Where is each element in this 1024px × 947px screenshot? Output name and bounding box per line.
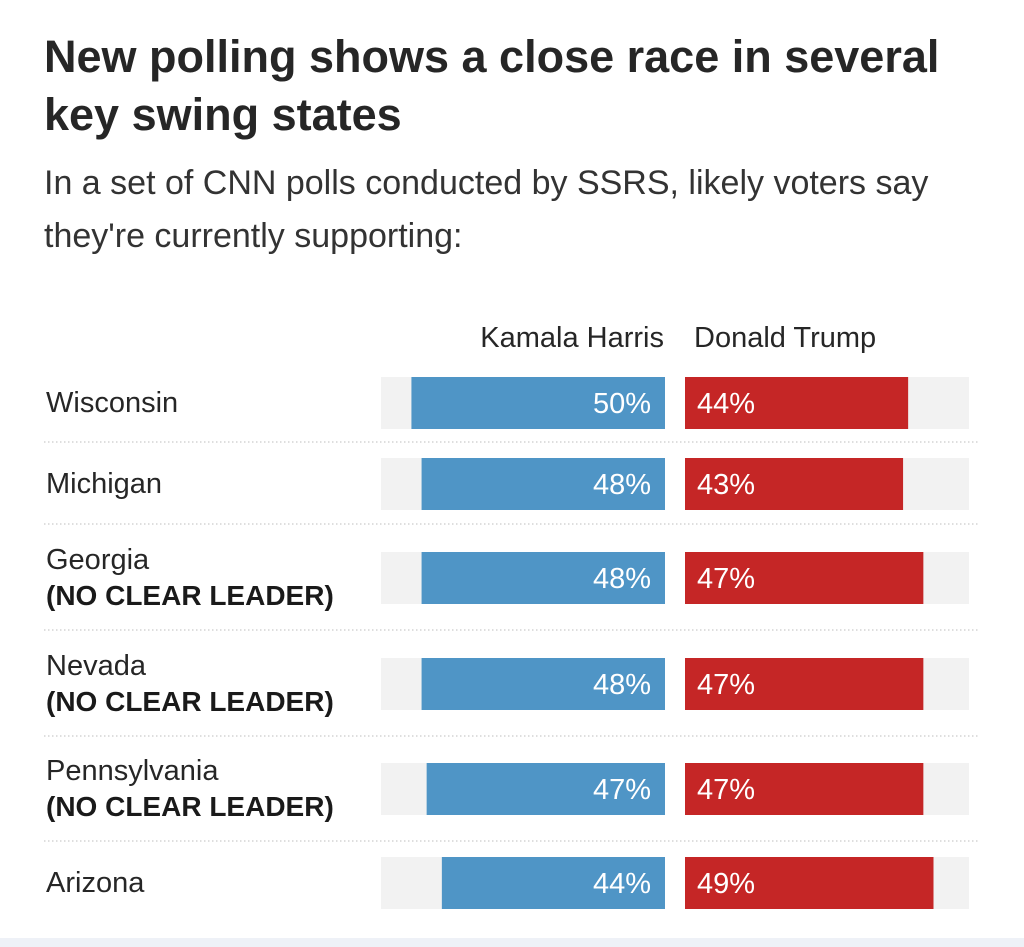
state-label: Nevada (NO CLEAR LEADER) xyxy=(46,648,334,720)
state-label: Arizona xyxy=(46,865,144,901)
trump-value-label: 44% xyxy=(697,388,755,420)
trump-bar xyxy=(685,763,924,815)
bottom-rule xyxy=(0,938,1024,947)
chart-title: New polling shows a close race in severa… xyxy=(44,31,940,140)
harris-value-label: 50% xyxy=(593,388,651,420)
trump-value-label: 49% xyxy=(697,868,755,900)
harris-bar xyxy=(421,552,665,604)
legend-trump: Donald Trump xyxy=(694,322,877,354)
trump-value-label: 43% xyxy=(697,469,755,501)
state-name: Georgia xyxy=(46,544,150,576)
legend-harris: Kamala Harris xyxy=(480,322,664,354)
trump-value-label: 47% xyxy=(697,669,755,701)
no-clear-leader-note: (NO CLEAR LEADER) xyxy=(46,686,334,717)
harris-bar xyxy=(421,458,665,510)
chart-subtitle: In a set of CNN polls conducted by SSRS,… xyxy=(44,164,929,255)
state-name: Pennsylvania xyxy=(46,755,219,787)
trump-bar xyxy=(685,552,924,604)
state-name: Arizona xyxy=(46,867,145,899)
no-clear-leader-note: (NO CLEAR LEADER) xyxy=(46,580,334,611)
trump-value-label: 47% xyxy=(697,563,755,595)
harris-value-label: 48% xyxy=(593,563,651,595)
harris-value-label: 48% xyxy=(593,469,651,501)
state-label: Georgia (NO CLEAR LEADER) xyxy=(46,542,334,614)
trump-bar xyxy=(685,658,924,710)
harris-value-label: 48% xyxy=(593,669,651,701)
harris-bar xyxy=(411,377,665,429)
harris-bar xyxy=(441,857,665,909)
state-label: Pennsylvania (NO CLEAR LEADER) xyxy=(46,753,334,825)
state-name: Nevada xyxy=(46,650,146,682)
harris-bar xyxy=(426,763,665,815)
state-name: Michigan xyxy=(46,468,163,500)
state-label: Wisconsin xyxy=(46,385,178,421)
state-label: Michigan xyxy=(46,466,162,502)
trump-bar xyxy=(685,458,904,510)
trump-bar xyxy=(685,377,909,429)
trump-value-label: 47% xyxy=(697,774,755,806)
harris-value-label: 44% xyxy=(593,868,651,900)
harris-value-label: 47% xyxy=(593,774,651,806)
harris-bar xyxy=(421,658,665,710)
no-clear-leader-note: (NO CLEAR LEADER) xyxy=(46,791,334,822)
state-name: Wisconsin xyxy=(46,387,179,419)
trump-bar xyxy=(685,857,934,909)
